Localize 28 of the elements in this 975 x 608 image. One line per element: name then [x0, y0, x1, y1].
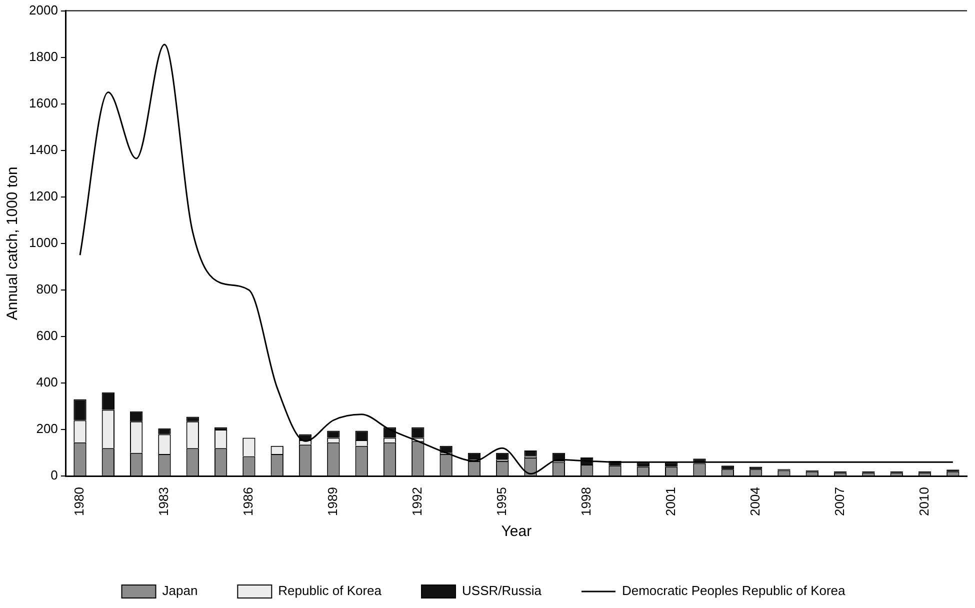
x-axis-title: Year — [501, 523, 532, 540]
y-tick-label: 2000 — [29, 2, 58, 18]
y-tick-label: 1800 — [29, 48, 58, 64]
y-tick-label: 1400 — [29, 142, 58, 157]
y-axis-title: Annual catch, 1000 ton — [4, 166, 22, 320]
x-tick-label: 1998 — [578, 487, 594, 516]
legend-label: Japan — [162, 583, 198, 598]
y-tick-label: 1200 — [29, 188, 58, 204]
x-tick-label: 1983 — [156, 487, 172, 516]
y-tick-label: 200 — [36, 421, 58, 436]
x-tick-label: 1995 — [494, 487, 509, 516]
legend-label: Republic of Korea — [278, 583, 382, 598]
x-tick-label: 1980 — [72, 487, 87, 516]
x-tick-label: 2010 — [916, 487, 932, 516]
x-tick-label: 1986 — [240, 487, 256, 516]
x-tick-label: 1992 — [409, 487, 424, 516]
x-tick-label: 2004 — [747, 487, 762, 516]
x-tick-label: 2001 — [662, 487, 678, 516]
y-tick-label: 400 — [36, 374, 58, 390]
x-tick-label: 1989 — [325, 487, 340, 516]
y-tick-label: 800 — [36, 282, 58, 297]
x-tick-label: 2007 — [832, 487, 847, 516]
y-tick-label: 1600 — [29, 95, 58, 110]
legend-label: USSR/Russia — [462, 583, 542, 598]
y-tick-label: 600 — [36, 328, 58, 344]
y-tick-label: 0 — [50, 468, 58, 483]
legend-label: Democratic Peoples Republic of Korea — [622, 583, 846, 598]
y-tick-label: 1000 — [29, 235, 58, 250]
